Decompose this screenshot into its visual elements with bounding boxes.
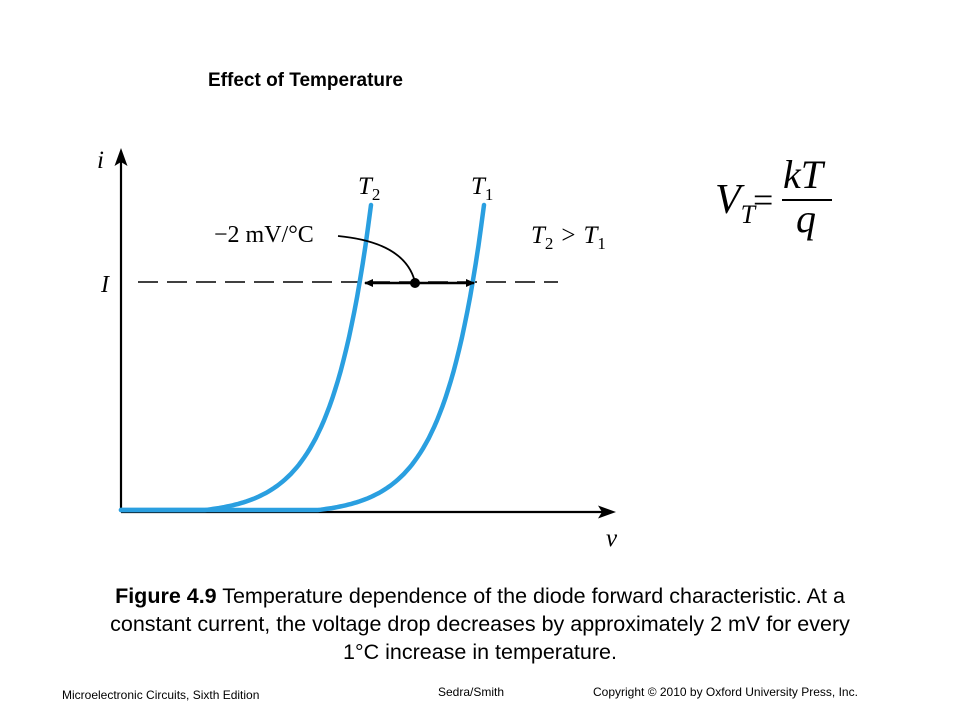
x-axis-arrow-icon — [598, 505, 616, 519]
y-axis-label: i — [97, 147, 104, 174]
footer-book-title: Microelectronic Circuits, Sixth Edition — [62, 688, 260, 702]
curve-t2-label: T2 — [358, 173, 380, 204]
figure-caption: Figure 4.9 Temperature dependence of the… — [110, 582, 850, 666]
equation-equals: = — [753, 180, 773, 220]
current-level-label: I — [100, 272, 110, 298]
figure-label: Figure 4.9 — [115, 584, 217, 608]
equation-denominator: q — [796, 196, 816, 241]
shift-leader-line — [337, 235, 416, 283]
temperature-condition-label: T2 > T1 — [531, 222, 606, 253]
footer-authors: Sedra/Smith — [438, 685, 505, 699]
footer-copyright: Copyright © 2010 by Oxford University Pr… — [593, 685, 858, 699]
equation-numerator: kT — [783, 152, 826, 197]
x-axis-label: v — [606, 525, 618, 552]
equation-lhs: VT — [715, 177, 757, 229]
shift-rate-label: −2 mV/°C — [214, 222, 314, 248]
figure-caption-text: Temperature dependence of the diode forw… — [110, 584, 850, 664]
operating-point-dot — [410, 278, 420, 288]
slide-title: Effect of Temperature — [208, 70, 403, 91]
y-axis-arrow-icon — [114, 148, 128, 166]
curve-t1 — [118, 202, 487, 513]
curve-t2 — [118, 202, 374, 513]
curve-t1-label: T1 — [471, 173, 493, 204]
